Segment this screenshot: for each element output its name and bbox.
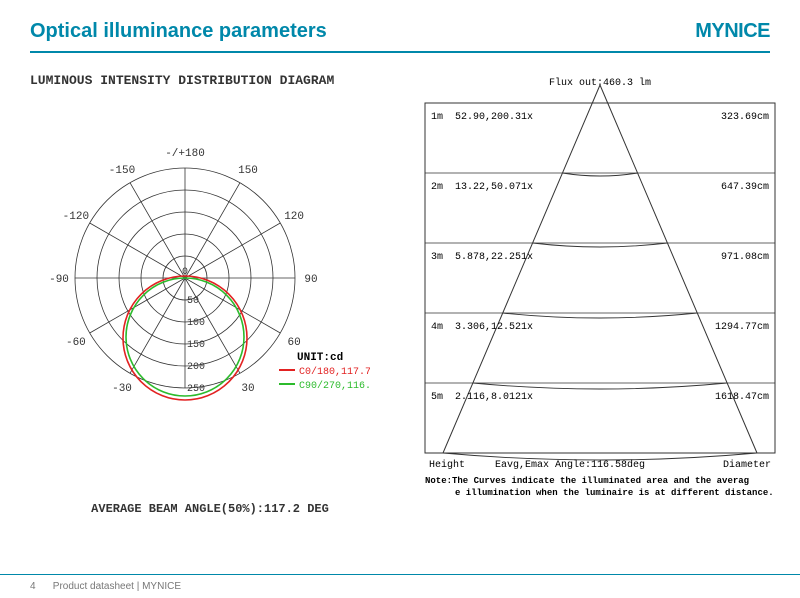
svg-text:Diameter: Diameter [723,459,771,471]
svg-text:1618.47cm: 1618.47cm [715,392,769,403]
svg-text:Height: Height [429,459,465,471]
svg-text:3m: 3m [431,252,443,263]
svg-text:5.878,22.251x: 5.878,22.251x [455,252,533,263]
svg-text:150: 150 [238,165,258,177]
svg-text:1294.77cm: 1294.77cm [715,322,769,333]
svg-text:323.69cm: 323.69cm [721,112,769,123]
svg-text:5m: 5m [431,392,443,403]
svg-text:60: 60 [288,337,301,349]
page-number: 4 [30,581,50,592]
svg-text:647.39cm: 647.39cm [721,182,769,193]
polar-title: LUMINOUS INTENSITY DISTRIBUTION DIAGRAM [30,73,390,88]
svg-text:Eavg,Emax: Eavg,Emax [495,460,549,471]
svg-text:1m: 1m [431,112,443,123]
cone-chart: Flux out:460.3 lm 1m 52.90,200.31x 323.69cm… [420,73,780,533]
polar-chart: -/+1800150120906030-150-120-90-60-305010… [30,118,370,448]
brand-logo: MYNICE [695,20,770,43]
content: LUMINOUS INTENSITY DISTRIBUTION DIAGRAM … [0,53,800,533]
svg-text:90: 90 [304,274,317,286]
svg-text:C0/180,117.7deg: C0/180,117.7deg [299,366,370,378]
svg-text:-120: -120 [63,211,89,223]
svg-text:-30: -30 [112,383,132,395]
polar-panel: LUMINOUS INTENSITY DISTRIBUTION DIAGRAM … [30,73,390,533]
svg-text:3.306,12.521x: 3.306,12.521x [455,322,533,333]
svg-text:Angle:116.58deg: Angle:116.58deg [555,459,645,471]
page-title: Optical illuminance parameters [30,20,327,43]
svg-text:4m: 4m [431,322,443,333]
svg-text:Note:The Curves indicate the i: Note:The Curves indicate the illuminated… [425,476,749,486]
svg-text:30: 30 [241,383,254,395]
svg-text:120: 120 [284,211,304,223]
svg-text:52.90,200.31x: 52.90,200.31x [455,112,533,123]
cone-panel: Flux out:460.3 lm 1m 52.90,200.31x 323.69cm… [420,73,780,533]
svg-text:UNIT:cd: UNIT:cd [297,352,343,364]
svg-text:971.08cm: 971.08cm [721,252,769,263]
svg-text:Flux out:460.3 lm: Flux out:460.3 lm [549,77,651,89]
svg-text:200: 200 [187,362,205,373]
svg-text:13.22,50.071x: 13.22,50.071x [455,182,533,193]
svg-text:50: 50 [187,296,199,307]
footer-text: Product datasheet | MYNICE [53,581,181,592]
svg-text:e illumination when the lumina: e illumination when the luminaire is at … [455,488,774,498]
svg-text:100: 100 [187,318,205,329]
svg-text:-150: -150 [109,165,135,177]
svg-text:C90/270,116.6deg: C90/270,116.6deg [299,380,370,392]
avg-beam-label: AVERAGE BEAM ANGLE(50%):117.2 DEG [30,502,390,516]
svg-text:2m: 2m [431,182,443,193]
svg-text:2.116,8.0121x: 2.116,8.0121x [455,392,533,403]
svg-text:-/+180: -/+180 [165,148,205,160]
header: Optical illuminance parameters MYNICE [0,0,800,51]
footer: 4 Product datasheet | MYNICE [0,574,800,598]
svg-text:150: 150 [187,340,205,351]
svg-text:-90: -90 [49,274,69,286]
svg-text:-60: -60 [66,337,86,349]
